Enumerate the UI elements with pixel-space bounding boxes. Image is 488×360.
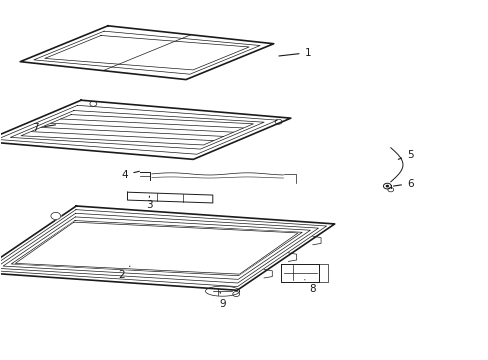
Text: 8: 8	[304, 280, 315, 294]
Text: 4: 4	[122, 170, 139, 180]
Text: 7: 7	[32, 123, 55, 133]
Polygon shape	[15, 222, 298, 274]
Text: 5: 5	[397, 150, 413, 160]
Circle shape	[386, 185, 387, 187]
Circle shape	[51, 212, 61, 220]
Text: 1: 1	[278, 48, 310, 58]
Text: 3: 3	[146, 196, 152, 210]
Polygon shape	[281, 264, 319, 282]
Text: 9: 9	[219, 292, 225, 309]
Text: 2: 2	[118, 266, 130, 280]
Text: 6: 6	[393, 179, 413, 189]
Polygon shape	[127, 192, 212, 203]
